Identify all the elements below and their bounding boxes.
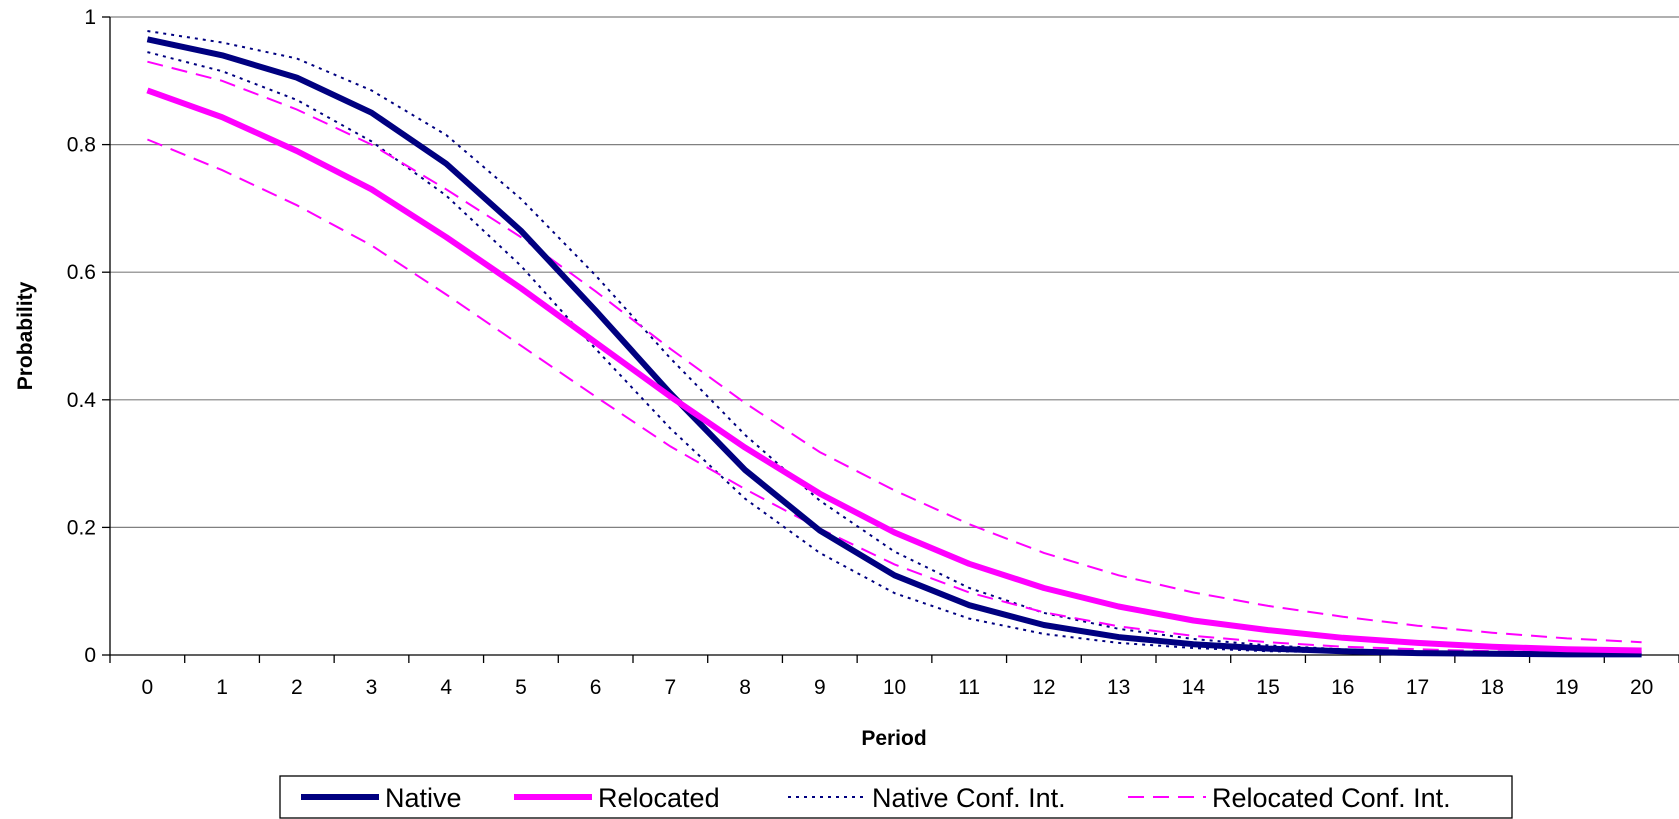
y-tick-label: 0.2 — [67, 516, 96, 539]
x-tick-label: 14 — [1182, 676, 1206, 699]
y-tick-label: 1 — [84, 6, 96, 29]
x-tick-label: 17 — [1406, 676, 1429, 699]
x-tick-label: 9 — [814, 676, 826, 699]
x-tick-label: 4 — [440, 676, 452, 699]
x-tick-label: 8 — [739, 676, 751, 699]
y-axis-title: Probability — [14, 281, 37, 390]
legend-box — [279, 775, 1513, 819]
y-tick-label: 0.6 — [67, 261, 96, 284]
legend-label: Relocated Conf. Int. — [1212, 783, 1451, 813]
x-tick-label: 2 — [291, 676, 303, 699]
series-lines — [146, 30, 1642, 658]
x-tick-label: 11 — [958, 676, 980, 699]
series-line-relocated — [146, 87, 1642, 654]
x-tick-label: 5 — [515, 676, 527, 699]
legend-label: Relocated — [598, 783, 720, 813]
x-tick-label: 15 — [1256, 676, 1279, 699]
x-tick-label: 18 — [1481, 676, 1504, 699]
y-tick-label: 0.4 — [67, 389, 97, 412]
x-tick-label: 6 — [590, 676, 602, 699]
legend-label: Native Conf. Int. — [872, 783, 1066, 813]
x-tick-label: 1 — [216, 676, 228, 699]
x-tick-label: 12 — [1032, 676, 1055, 699]
x-tick-label: 7 — [665, 676, 677, 699]
legend-items: Native Relocated Native Conf. Int. Relocate… — [301, 783, 1451, 813]
plot-area: 00.20.40.60.81 0 1 2 3 4 5 6 7 8 9 10 11 12 13 14 15 16 1… — [67, 6, 1679, 699]
x-tick-label: 20 — [1630, 676, 1653, 699]
x-tick-label: 0 — [142, 676, 154, 699]
series-line-relocated-conf-int-upper — [147, 60, 1642, 644]
legend: Native Relocated Native Conf. Int. Relocate… — [279, 775, 1513, 819]
plot-frame — [110, 17, 1679, 655]
x-tick-label: 13 — [1107, 676, 1130, 699]
x-tick-label: 3 — [366, 676, 378, 699]
series-line-relocated-conf-int-lower — [147, 138, 1642, 655]
x-tick-label: 19 — [1555, 676, 1578, 699]
x-axis-title: Period — [861, 727, 926, 750]
x-tick-label: 16 — [1331, 676, 1354, 699]
y-ticks: 0 0.2 0.4 0.6 0.8 1 — [67, 6, 110, 667]
y-tick-label: 0 — [84, 644, 96, 667]
y-tick-label: 0.8 — [67, 134, 96, 157]
x-tick-label: 10 — [883, 676, 906, 699]
legend-label: Native — [385, 783, 462, 813]
x-ticks: 0 1 2 3 4 5 6 7 8 9 10 11 12 13 14 15 16 17 18 19 20 — [109, 655, 1679, 699]
series-line-native — [146, 36, 1642, 658]
